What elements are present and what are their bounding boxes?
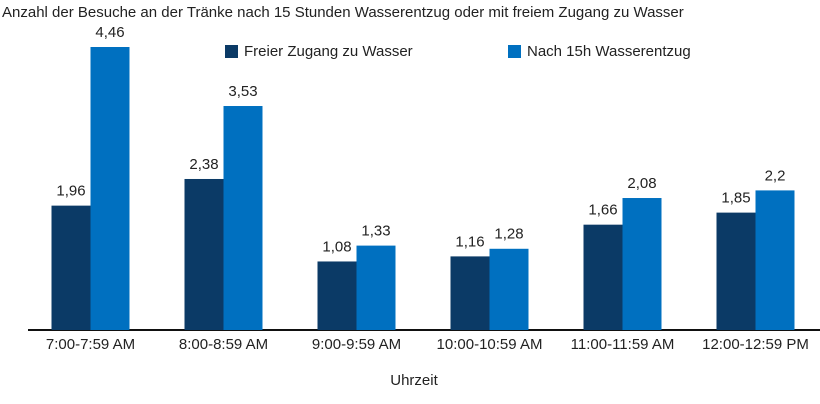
value-label: 1,08	[322, 238, 351, 255]
chart-title: Anzahl der Besuche an der Tränke nach 15…	[2, 4, 684, 21]
value-label: 2,08	[627, 175, 656, 192]
x-tick-label: 8:00-8:59 AM	[179, 336, 268, 353]
x-tick-label: 9:00-9:59 AM	[312, 336, 401, 353]
x-tick-label: 7:00-7:59 AM	[46, 336, 135, 353]
bar	[223, 106, 263, 331]
legend-swatch	[225, 45, 238, 58]
legend-label: Freier Zugang zu Wasser	[244, 43, 413, 60]
value-label: 2,2	[765, 167, 786, 184]
bar	[317, 261, 357, 330]
bar	[184, 178, 224, 330]
bar	[90, 47, 130, 330]
bar	[450, 256, 490, 330]
bar	[51, 205, 91, 330]
value-label: 1,66	[588, 202, 617, 219]
legend-label: Nach 15h Wasserentzug	[527, 43, 691, 60]
bar	[622, 198, 662, 330]
x-axis-label: Uhrzeit	[390, 372, 438, 389]
value-label: 4,46	[95, 24, 124, 41]
x-tick-label: 11:00-11:59 AM	[571, 336, 675, 353]
value-label: 1,96	[56, 183, 85, 200]
value-label: 2,38	[189, 156, 218, 173]
bar	[755, 190, 795, 330]
value-label: 1,85	[721, 190, 750, 207]
bar	[356, 245, 396, 330]
bar	[489, 248, 529, 330]
bar	[716, 212, 756, 330]
bar	[583, 224, 623, 330]
value-label: 1,16	[455, 233, 484, 250]
legend-swatch	[508, 45, 521, 58]
x-tick-label: 10:00-10:59 AM	[437, 336, 543, 353]
value-label: 1,28	[494, 226, 523, 243]
value-label: 1,33	[361, 223, 390, 240]
value-label: 3,53	[228, 83, 257, 100]
x-tick-label: 12:00-12:59 PM	[702, 336, 809, 353]
